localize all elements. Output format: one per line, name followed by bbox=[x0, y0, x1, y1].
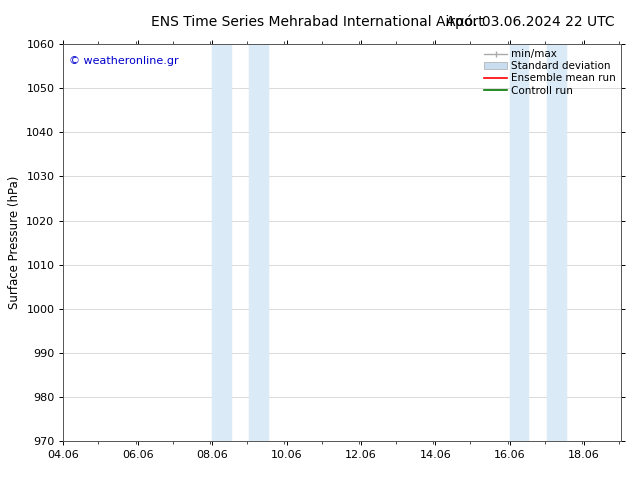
Bar bbox=[249, 44, 268, 441]
Bar bbox=[547, 44, 566, 441]
Legend: min/max, Standard deviation, Ensemble mean run, Controll run: min/max, Standard deviation, Ensemble me… bbox=[482, 47, 618, 98]
Y-axis label: Surface Pressure (hPa): Surface Pressure (hPa) bbox=[8, 176, 21, 309]
Text: ENS Time Series Mehrabad International Airport: ENS Time Series Mehrabad International A… bbox=[151, 15, 483, 29]
Text: Ααό. 03.06.2024 22 UTC: Ααό. 03.06.2024 22 UTC bbox=[446, 15, 615, 29]
Bar bbox=[212, 44, 231, 441]
Bar bbox=[510, 44, 528, 441]
Text: © weatheronline.gr: © weatheronline.gr bbox=[69, 56, 179, 66]
